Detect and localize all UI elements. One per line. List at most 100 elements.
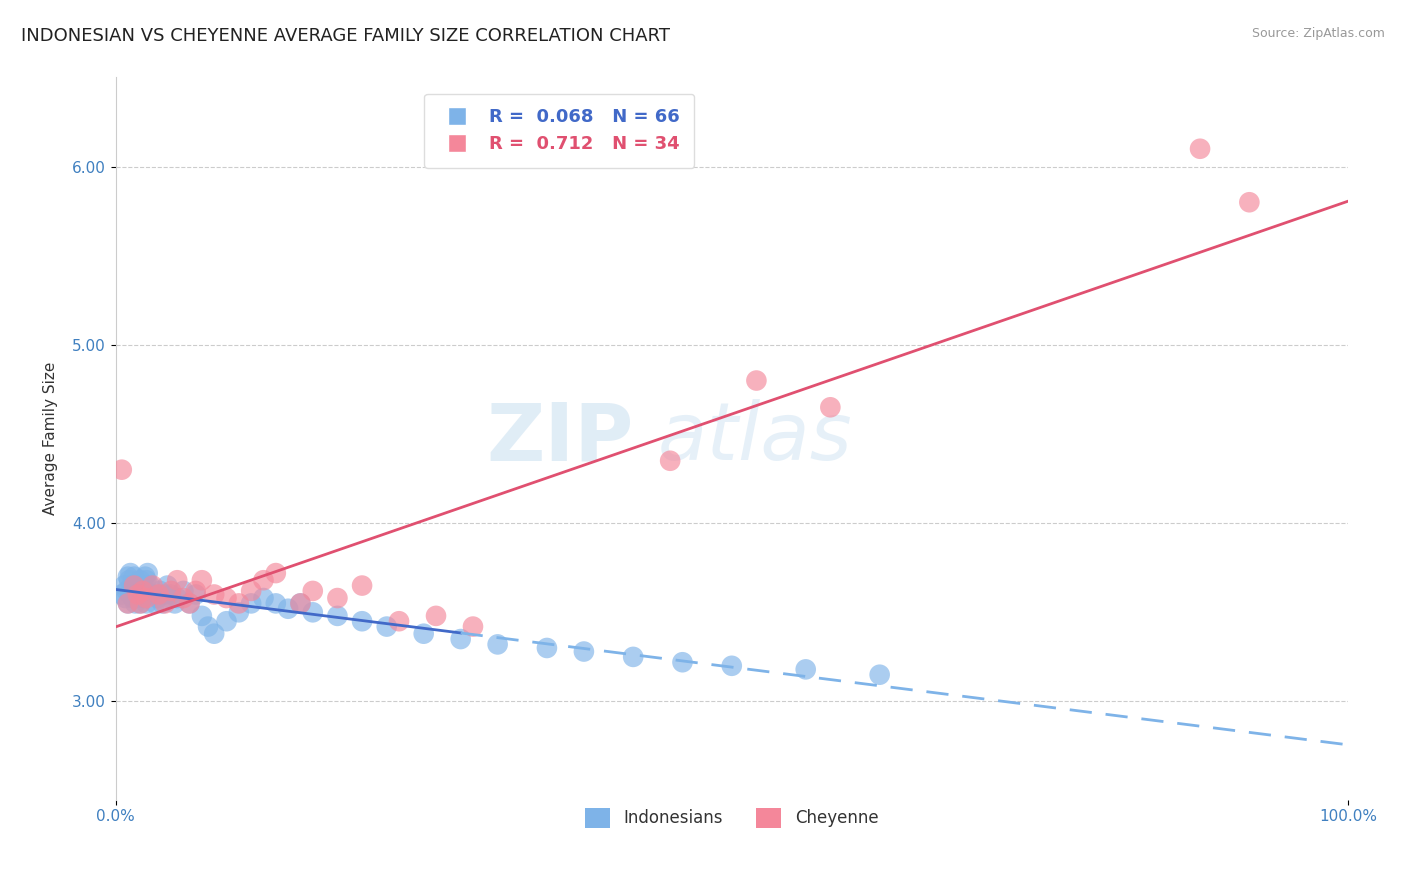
Point <box>153 596 176 610</box>
Point <box>146 591 169 605</box>
Point <box>121 578 143 592</box>
Point <box>121 591 143 605</box>
Point <box>264 566 287 580</box>
Point <box>163 596 186 610</box>
Point <box>252 591 274 605</box>
Y-axis label: Average Family Size: Average Family Size <box>44 362 58 516</box>
Point <box>1189 142 1212 156</box>
Point <box>184 583 207 598</box>
Point <box>135 591 157 605</box>
Point <box>301 583 323 598</box>
Point <box>112 578 135 592</box>
Point <box>720 658 742 673</box>
Point <box>450 632 472 646</box>
Point <box>215 591 238 605</box>
Point <box>135 596 157 610</box>
Point <box>671 655 693 669</box>
Point <box>127 591 149 605</box>
Point <box>425 608 447 623</box>
Point <box>228 596 250 610</box>
Point <box>277 601 299 615</box>
Point <box>166 573 188 587</box>
Point <box>252 573 274 587</box>
Point <box>131 587 153 601</box>
Point <box>166 591 188 605</box>
Point <box>621 649 644 664</box>
Point <box>352 614 374 628</box>
Point <box>153 587 176 601</box>
Point <box>124 596 146 610</box>
Point <box>142 587 165 601</box>
Point <box>111 463 134 477</box>
Point <box>659 454 682 468</box>
Point <box>142 578 165 592</box>
Point <box>301 605 323 619</box>
Point <box>122 569 145 583</box>
Point <box>172 591 194 605</box>
Point <box>128 583 150 598</box>
Point <box>202 626 225 640</box>
Point <box>132 583 155 598</box>
Point <box>160 583 183 598</box>
Point <box>117 596 139 610</box>
Point <box>375 619 398 633</box>
Point <box>184 587 207 601</box>
Point <box>120 566 142 580</box>
Point <box>122 578 145 592</box>
Point <box>172 583 194 598</box>
Point <box>191 608 214 623</box>
Text: INDONESIAN VS CHEYENNE AVERAGE FAMILY SIZE CORRELATION CHART: INDONESIAN VS CHEYENNE AVERAGE FAMILY SI… <box>21 27 671 45</box>
Point <box>132 578 155 592</box>
Point <box>127 578 149 592</box>
Point <box>134 569 156 583</box>
Point <box>215 614 238 628</box>
Point <box>745 374 768 388</box>
Text: Source: ZipAtlas.com: Source: ZipAtlas.com <box>1251 27 1385 40</box>
Point <box>152 596 174 610</box>
Point <box>148 587 170 601</box>
Point <box>264 596 287 610</box>
Point <box>290 596 312 610</box>
Point <box>156 578 179 592</box>
Point <box>191 573 214 587</box>
Point <box>202 587 225 601</box>
Point <box>120 587 142 601</box>
Point <box>117 569 139 583</box>
Point <box>388 614 411 628</box>
Point <box>117 596 139 610</box>
Point <box>125 587 148 601</box>
Point <box>160 587 183 601</box>
Point <box>240 583 263 598</box>
Point <box>197 619 219 633</box>
Point <box>179 596 201 610</box>
Point <box>132 591 155 605</box>
Point <box>290 596 312 610</box>
Point <box>486 637 509 651</box>
Point <box>794 662 817 676</box>
Point <box>136 566 159 580</box>
Point <box>149 583 172 598</box>
Point <box>132 583 155 598</box>
Point <box>461 619 484 633</box>
Point <box>127 587 149 601</box>
Point <box>114 591 136 605</box>
Text: atlas: atlas <box>658 400 852 477</box>
Point <box>129 596 152 610</box>
Point <box>412 626 434 640</box>
Point <box>1239 195 1261 210</box>
Point <box>536 640 558 655</box>
Point <box>122 582 145 596</box>
Point <box>129 596 152 610</box>
Point <box>572 644 595 658</box>
Point <box>228 605 250 619</box>
Point <box>352 578 374 592</box>
Point <box>820 401 842 415</box>
Point <box>129 573 152 587</box>
Point <box>869 667 891 681</box>
Legend: Indonesians, Cheyenne: Indonesians, Cheyenne <box>578 801 884 835</box>
Point <box>326 591 349 605</box>
Point <box>240 596 263 610</box>
Point <box>179 596 201 610</box>
Point <box>115 583 138 598</box>
Point <box>135 573 157 587</box>
